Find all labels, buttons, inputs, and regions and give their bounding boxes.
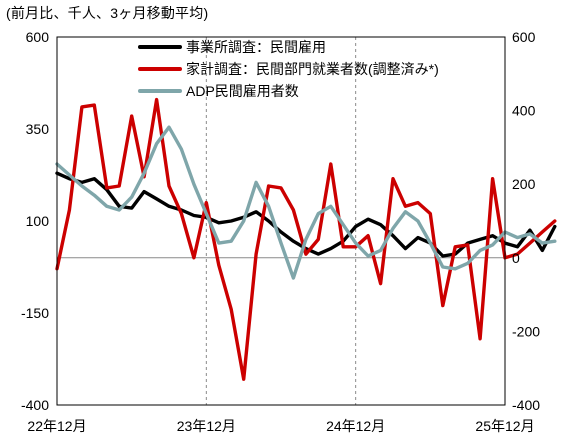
x-tick-label: 25年12月 (475, 418, 534, 434)
y-left-tick-label: 100 (26, 213, 50, 229)
legend-label-2: 家計調査：民間部門就業者数(調整済み*) (186, 61, 439, 77)
unit-note: (前月比、千人、3ヶ月移動平均) (6, 5, 209, 21)
plot-border (56, 36, 506, 406)
y-left-tick-label: 600 (26, 29, 50, 45)
x-tick-label: 24年12月 (326, 418, 385, 434)
x-tick-label: 22年12月 (27, 418, 86, 434)
y-right-tick-label: -400 (512, 397, 540, 413)
y-right-tick-label: 0 (512, 250, 520, 266)
y-left-tick-label: 350 (26, 121, 50, 137)
x-tick-label: 23年12月 (177, 418, 236, 434)
series-layer (55, 97, 557, 381)
y-right-tick-label: 200 (512, 176, 536, 192)
y-left-tick-label: -400 (21, 397, 49, 413)
y-right-tick-label: -200 (512, 323, 540, 339)
y-right-tick-label: 600 (512, 29, 536, 45)
y-left-tick-label: -150 (21, 305, 49, 321)
series-line-3 (55, 125, 557, 280)
legend-label-1: 事業所調査：民間雇用 (186, 39, 326, 55)
legend-label-3: ADP民間雇用者数 (186, 83, 299, 99)
grid-layer (57, 37, 505, 405)
tick-labels: 600 350 100 -150 -400 600 400 200 0 -200 -400 22年12… (21, 29, 540, 434)
series-line-2 (55, 97, 557, 381)
plot-frame (56, 36, 506, 406)
y-right-tick-label: 400 (512, 103, 536, 119)
